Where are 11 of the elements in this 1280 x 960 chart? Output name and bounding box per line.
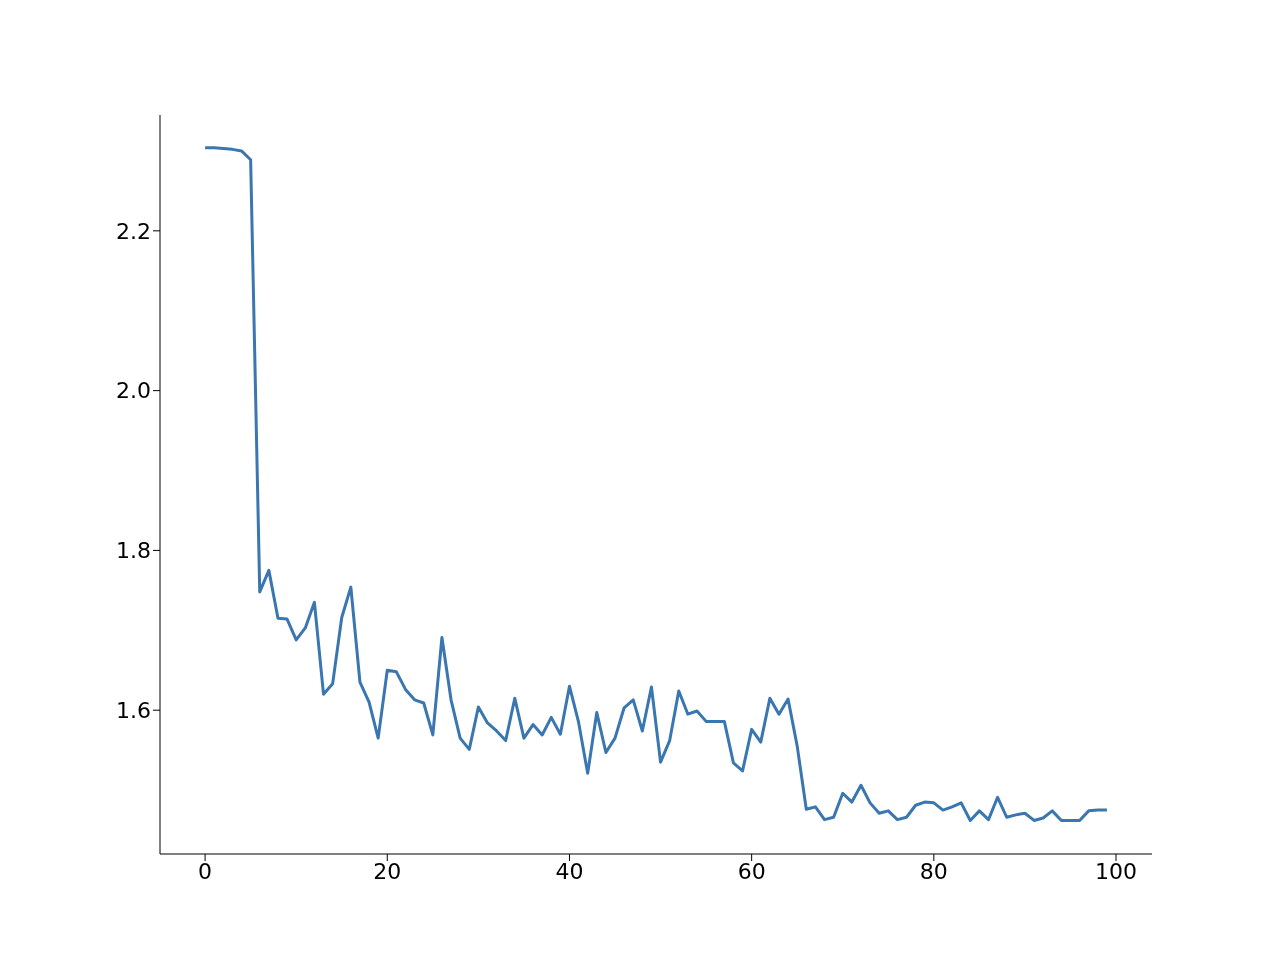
y-tick-label: 2.2 bbox=[116, 218, 151, 244]
x-tick-label: 0 bbox=[198, 858, 213, 884]
y-tick-label: 1.6 bbox=[116, 698, 151, 723]
y-tick-label: 2.0 bbox=[116, 378, 151, 404]
y-tick-label: 1.8 bbox=[116, 538, 151, 564]
line-series bbox=[203, 146, 1109, 822]
x-tick-label: 40 bbox=[555, 858, 584, 884]
x-tick-label: 100 bbox=[1095, 858, 1138, 884]
x-tick-label: 80 bbox=[919, 858, 948, 884]
x-tick-label: 20 bbox=[373, 858, 402, 884]
x-tick-label: 60 bbox=[737, 858, 766, 884]
